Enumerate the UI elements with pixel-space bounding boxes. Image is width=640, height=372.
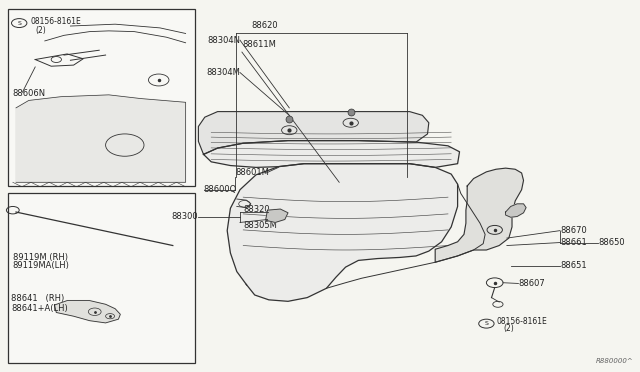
Text: 88650: 88650 [598, 238, 625, 247]
Polygon shape [54, 301, 120, 323]
Polygon shape [266, 209, 288, 222]
Text: 88641+A(LH): 88641+A(LH) [11, 304, 68, 312]
Polygon shape [227, 164, 458, 301]
Text: 88661: 88661 [560, 238, 587, 247]
Text: 88304N: 88304N [207, 36, 240, 45]
Text: 88607: 88607 [518, 279, 545, 288]
Text: (2): (2) [503, 324, 514, 333]
Text: 89119M (RH): 89119M (RH) [13, 253, 68, 262]
Text: S: S [17, 20, 21, 26]
Polygon shape [16, 95, 186, 182]
Text: S: S [484, 321, 488, 326]
Polygon shape [506, 204, 526, 217]
Polygon shape [204, 141, 460, 167]
Text: 88670: 88670 [560, 226, 587, 235]
Bar [8, 9, 195, 186]
Text: R880000^: R880000^ [596, 358, 634, 364]
Text: 08156-8161E: 08156-8161E [497, 317, 547, 326]
Polygon shape [198, 112, 429, 154]
Text: 88620: 88620 [252, 21, 278, 30]
Bar [8, 193, 195, 363]
Polygon shape [435, 168, 524, 262]
Text: (2): (2) [35, 26, 46, 35]
Text: 88600Q: 88600Q [204, 185, 237, 194]
Text: 89119MA(LH): 89119MA(LH) [13, 261, 70, 270]
Text: 88611M: 88611M [242, 40, 276, 49]
Text: 88651: 88651 [560, 262, 587, 270]
Text: 88320: 88320 [243, 205, 270, 214]
Text: 88304M: 88304M [206, 68, 240, 77]
Text: 88641   (RH): 88641 (RH) [11, 294, 64, 303]
Text: 88606N: 88606N [13, 89, 46, 98]
Text: 88601M: 88601M [236, 169, 269, 177]
Text: 08156-8161E: 08156-8161E [31, 17, 81, 26]
Text: 88305M: 88305M [243, 221, 277, 230]
Text: 88300: 88300 [172, 212, 198, 221]
